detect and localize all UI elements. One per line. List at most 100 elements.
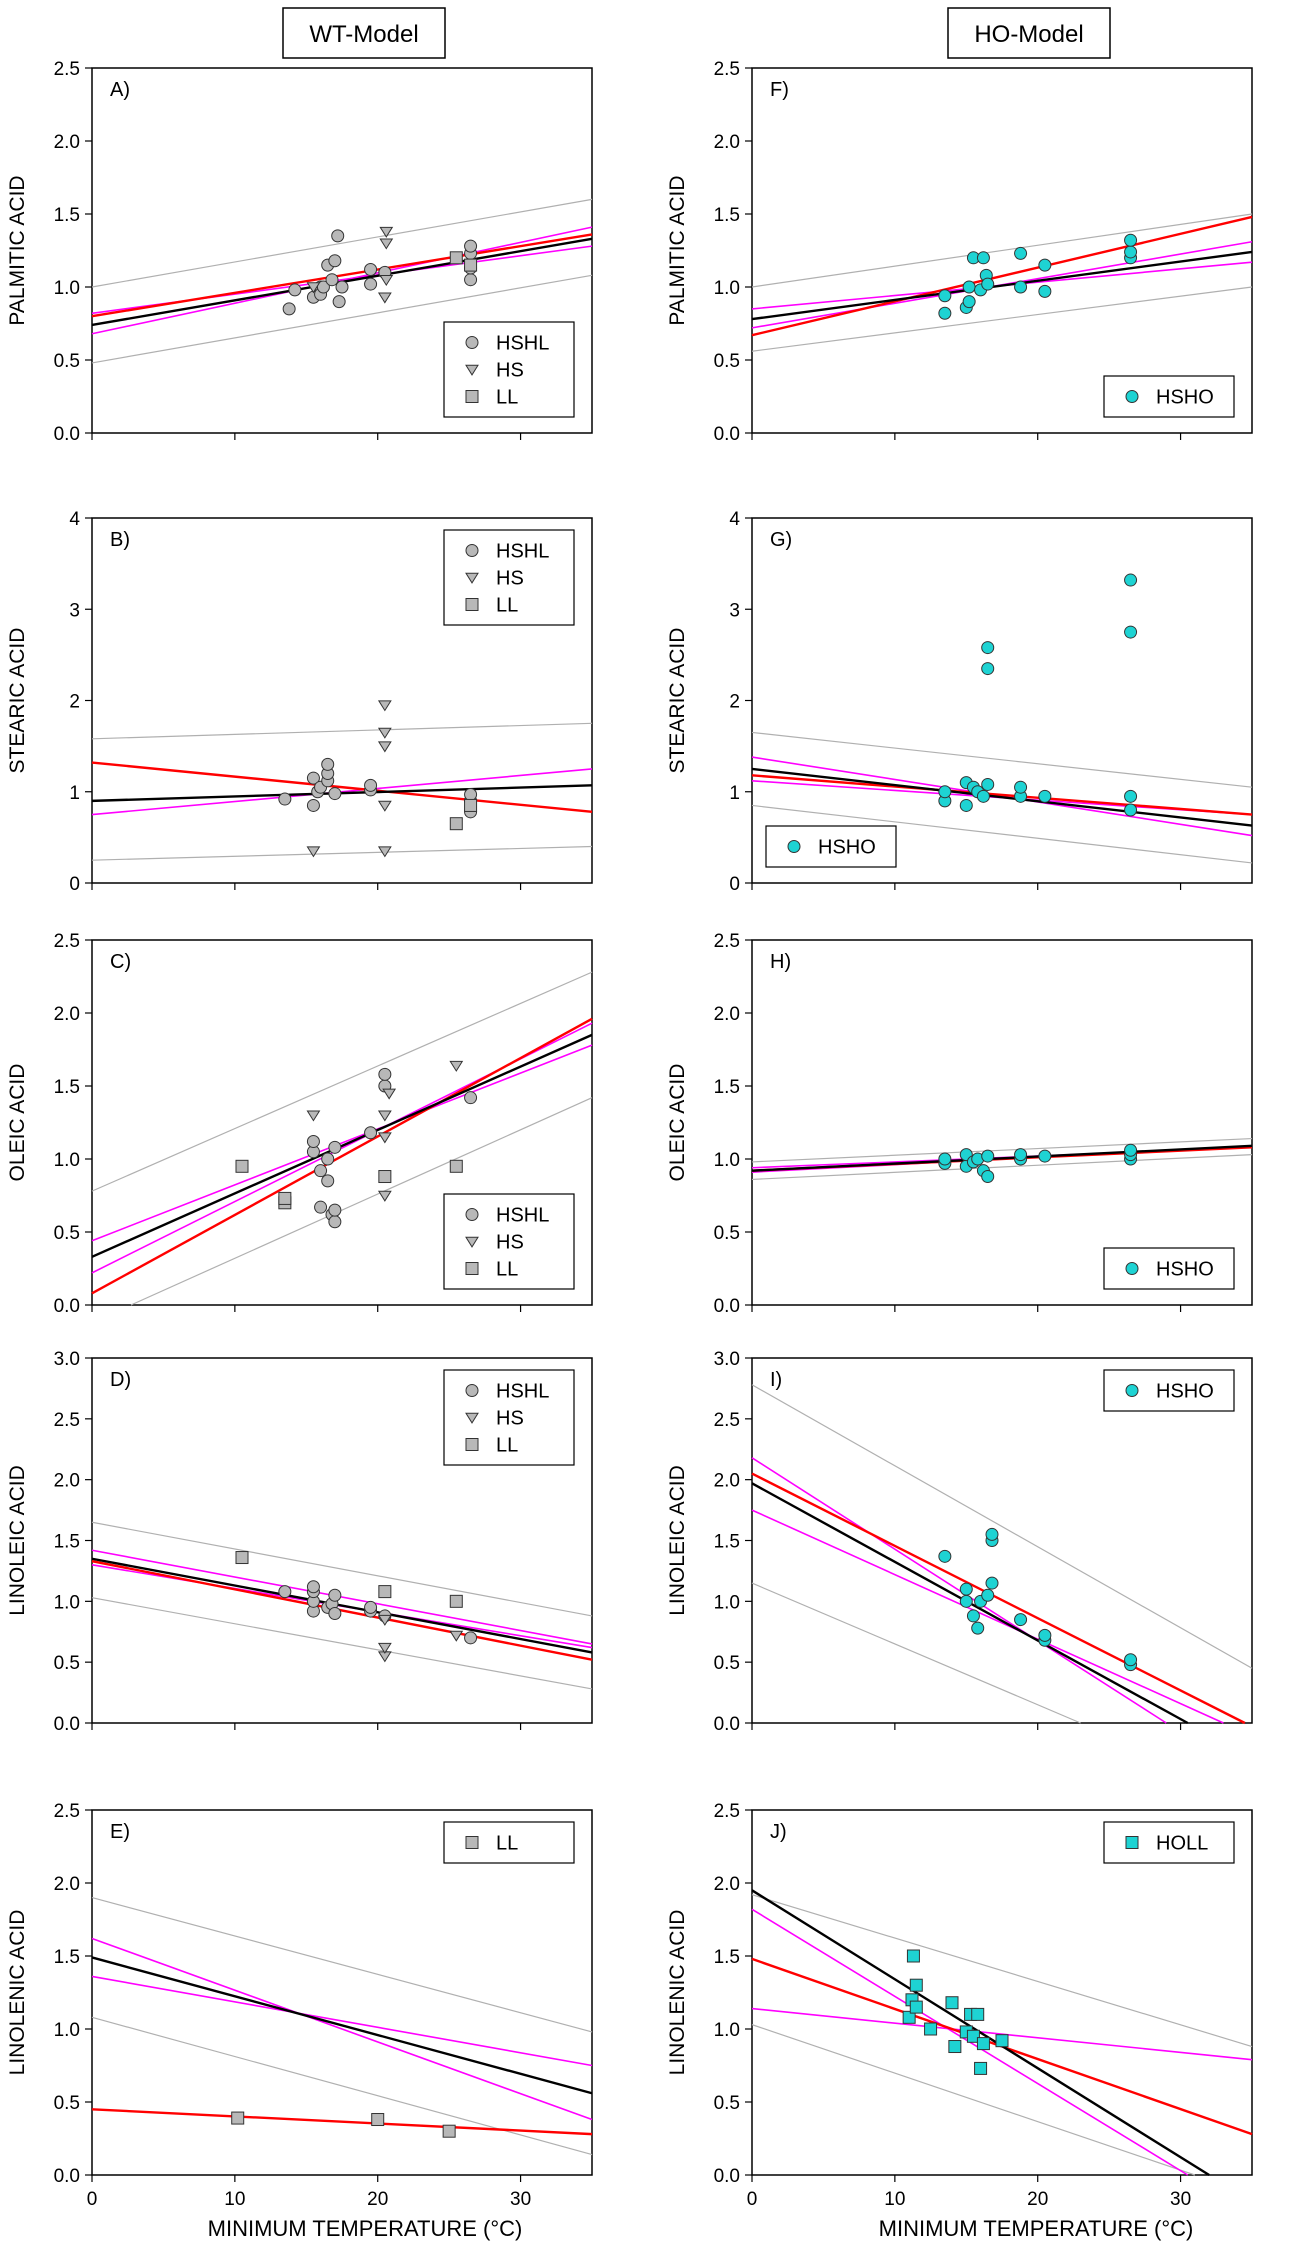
panel-g-point-hsho	[1014, 780, 1028, 794]
panel-a-ytick-label: 2.5	[54, 59, 80, 80]
panel-b-ytick-label: 3	[69, 600, 80, 621]
panel-d-point-ll	[235, 1551, 249, 1565]
panel-c-ytick-label: 0.5	[54, 1223, 80, 1244]
panel-c-legend-label: HS	[496, 1232, 524, 1254]
panel-b-point-hs	[377, 741, 392, 753]
panel-f-point-hsho	[938, 306, 952, 320]
panel-a-legend-label: HS	[496, 360, 524, 382]
panel-j-ytick-label: 0.0	[714, 2166, 740, 2187]
panel-a-point-hshl	[316, 280, 330, 294]
panel-h-line-lower	[751, 1154, 1253, 1181]
panel-g-legend-marker-hsho	[787, 840, 801, 853]
panel-c-point-hs	[382, 1088, 397, 1100]
panel-c-point-ll	[278, 1191, 292, 1205]
panel-f-ytick-label: 0.5	[714, 351, 740, 372]
panel-h: 0.0 0.5 1.0 1.5 2.0 2.5 H) OLEIC ACID HSHO	[666, 931, 1253, 1317]
panel-a-point-hshl	[282, 302, 296, 316]
panel-j-xtick-label: 10	[884, 2189, 905, 2210]
panel-b-point-hshl	[306, 771, 320, 785]
panel-b-point-hshl	[364, 778, 378, 792]
right-column-header: HO-Model	[947, 7, 1111, 59]
panel-g-y-axis-label: STEARIC ACID	[666, 628, 689, 774]
panel-j-point-holl	[966, 2029, 980, 2043]
panel-d-point-hs	[377, 1642, 392, 1654]
panel-i-line-red	[751, 1472, 1246, 1725]
panel-b-line-upper	[91, 722, 593, 740]
panel-g-point-hsho	[1038, 789, 1052, 803]
panel-b-ytick-label: 0	[69, 874, 80, 895]
panel-f-legend-marker-hsho	[1125, 390, 1139, 403]
panel-c-line-magenta1	[91, 1044, 593, 1242]
panel-b-line-lower	[91, 845, 593, 861]
panel-e-xtick-label: 0	[87, 2189, 98, 2210]
panel-j-ytick-label: 2.0	[714, 1874, 740, 1895]
panel-d-ytick-label: 1.5	[54, 1532, 80, 1553]
panel-e-line-upper	[91, 1897, 593, 2033]
panel-i-point-hsho	[959, 1594, 973, 1608]
panel-j-xtick-label: 20	[1027, 2189, 1048, 2210]
panel-i-point-hsho	[985, 1576, 999, 1590]
panel-i-point-hsho	[938, 1549, 952, 1563]
panel-h-letter: H)	[770, 951, 791, 973]
panel-d-point-hshl	[364, 1600, 378, 1614]
panel-c-point-hshl	[328, 1140, 342, 1154]
panel-h-point-hsho	[1014, 1148, 1028, 1162]
panel-d-ytick-label: 2.0	[54, 1471, 80, 1492]
panel-j-legend: HOLL	[1103, 1821, 1235, 1864]
panel-a-legend: HSHL HS LL	[443, 321, 575, 418]
panel-j-point-holl	[948, 2040, 962, 2054]
panel-e-ytick-label: 1.0	[54, 2020, 80, 2041]
panel-d-point-ll	[449, 1594, 463, 1608]
panel-i: 0.0 0.5 1.0 1.5 2.0 2.5 3.0 I) LINOLEIC ACID HSHO	[666, 1349, 1253, 1735]
panel-f-point-hsho	[1014, 246, 1028, 260]
panel-e-ytick-label: 2.5	[54, 1801, 80, 1822]
panel-g-line-black	[751, 767, 1253, 827]
panel-a-point-hshl	[328, 254, 342, 268]
panel-b-point-ll	[464, 798, 478, 812]
panel-h-point-hsho	[981, 1149, 995, 1163]
panel-d-legend-label: LL	[496, 1435, 518, 1457]
panel-c-ytick-label: 1.5	[54, 1077, 80, 1098]
panel-d-legend-marker-hs	[465, 1412, 479, 1424]
panel-d-ytick-label: 0.0	[54, 1714, 80, 1735]
panel-j-point-holl	[909, 2000, 923, 2014]
panel-d-letter: D)	[110, 1369, 131, 1391]
panel-i-point-hsho	[959, 1582, 973, 1596]
panel-j-point-holl	[909, 1978, 923, 1992]
panel-b-point-ll	[449, 817, 463, 831]
panel-j-plot-frame	[751, 1809, 1253, 2176]
panel-a-ytick-label: 2.0	[54, 132, 80, 153]
panel-i-point-hsho	[981, 1588, 995, 1602]
panel-j-xtick-label: 30	[1170, 2189, 1191, 2210]
panel-i-point-hsho	[1014, 1613, 1028, 1627]
panel-a-point-hs	[379, 226, 394, 238]
panel-b-point-hs	[377, 800, 392, 812]
panel-d-ytick-label: 2.5	[54, 1410, 80, 1431]
panel-a-letter: A)	[110, 79, 130, 101]
panel-i-ytick-label: 1.0	[714, 1592, 740, 1613]
panel-i-letter: I)	[770, 1369, 782, 1391]
panel-j: 0.0 0.5 1.0 1.5 2.0 2.5 0 10 20 30 J) LINOLENIC ACI…	[666, 1801, 1253, 2210]
panel-c-point-ll	[235, 1159, 249, 1173]
panel-b-legend-label: HSHL	[496, 541, 549, 563]
panel-c-point-hshl	[314, 1164, 328, 1178]
panel-i-legend-label: HSHO	[1156, 1381, 1214, 1403]
panel-g-point-hsho	[976, 789, 990, 803]
panel-i-point-hsho	[985, 1527, 999, 1541]
panel-c-legend: HSHL HS LL	[443, 1193, 575, 1290]
panel-c-ytick-label: 1.0	[54, 1150, 80, 1171]
panel-f-point-hsho	[1124, 233, 1138, 247]
panel-f-ytick-label: 1.0	[714, 278, 740, 299]
panel-j-xtick-label: 0	[747, 2189, 758, 2210]
panel-e-line-black	[91, 1956, 593, 2095]
panel-a: 0.0 0.5 1.0 1.5 2.0 2.5 A) PALMITIC ACID HSHL HS L…	[6, 59, 593, 445]
panel-b-point-hshl	[321, 757, 335, 771]
panel-a-point-hs	[379, 275, 394, 287]
panels: 0.0 0.5 1.0 1.5 2.0 2.5 A) PALMITIC ACID HSHL HS L…	[6, 59, 1253, 2210]
panel-b-point-hshl	[328, 787, 342, 801]
panel-c-legend-marker-ll	[465, 1262, 479, 1275]
panel-h-y-axis-label: OLEIC ACID	[666, 1064, 689, 1182]
panel-i-ytick-label: 0.0	[714, 1714, 740, 1735]
right-x-axis-label: MINIMUM TEMPERATURE (°C)	[879, 2216, 1194, 2241]
panel-c-ytick-label: 2.0	[54, 1004, 80, 1025]
